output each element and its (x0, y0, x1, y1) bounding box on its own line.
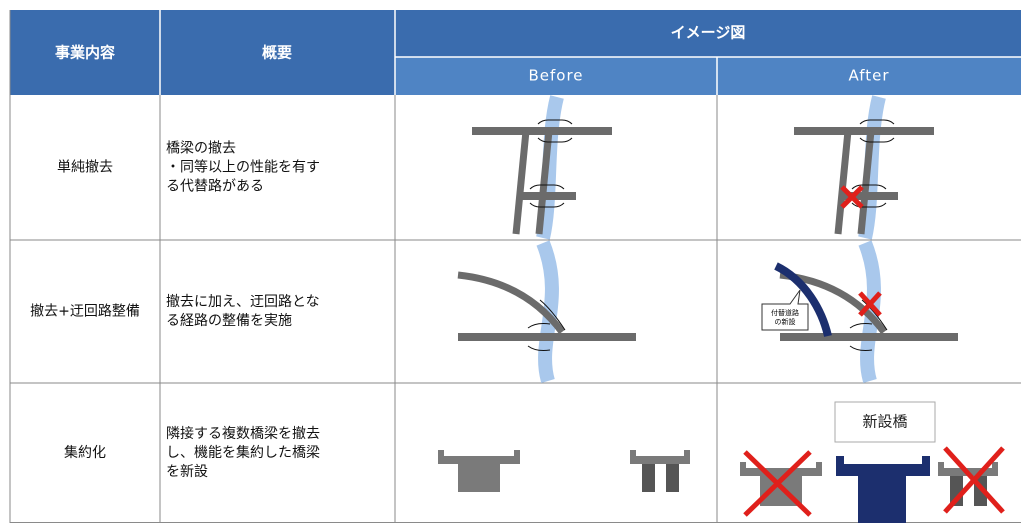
callout (761, 289, 809, 331)
row-summary: 隣接する複数橋梁を撤去 (166, 425, 320, 442)
bridge-new (836, 456, 930, 523)
header-summary: 概要 (262, 44, 292, 62)
callout-text: 付替道路 (771, 308, 799, 317)
row-content: 集約化 (64, 444, 106, 461)
row-summary: し、機能を集約した橋梁 (166, 444, 320, 461)
row-summary: を新設 (166, 464, 208, 480)
diagram-before-1 (472, 97, 612, 238)
bridge-before-right (630, 450, 690, 492)
cross-mark (840, 185, 864, 209)
header-before: Before (528, 67, 583, 85)
row-summary: ・同等以上の性能を有す (166, 159, 320, 176)
row-content: 単純撤去 (57, 160, 113, 176)
cross-mark (858, 291, 882, 317)
subheader-bg (395, 57, 1021, 95)
header-content: 事業内容 (55, 44, 115, 62)
callout-text: の新設 (775, 317, 796, 326)
header-image: イメージ図 (671, 24, 746, 42)
diagram-after-1 (794, 97, 934, 238)
label-box (834, 401, 936, 443)
cross-mark (943, 446, 1005, 514)
new-bridge-label: 新設橋 (862, 413, 907, 431)
row-summary: る経路の整備を実施 (166, 313, 292, 329)
bridge-before-left (438, 450, 520, 492)
header-after: After (848, 67, 889, 85)
row-summary: る代替路がある (166, 179, 264, 195)
row-summary: 撤去に加え、迂回路とな (166, 294, 320, 310)
new-road (774, 262, 832, 337)
cross-mark (743, 450, 812, 517)
row-content: 撤去+迂回路整備 (30, 304, 140, 320)
diagram-before-2 (458, 243, 636, 381)
row-summary: 橋梁の撤去 (166, 141, 236, 157)
